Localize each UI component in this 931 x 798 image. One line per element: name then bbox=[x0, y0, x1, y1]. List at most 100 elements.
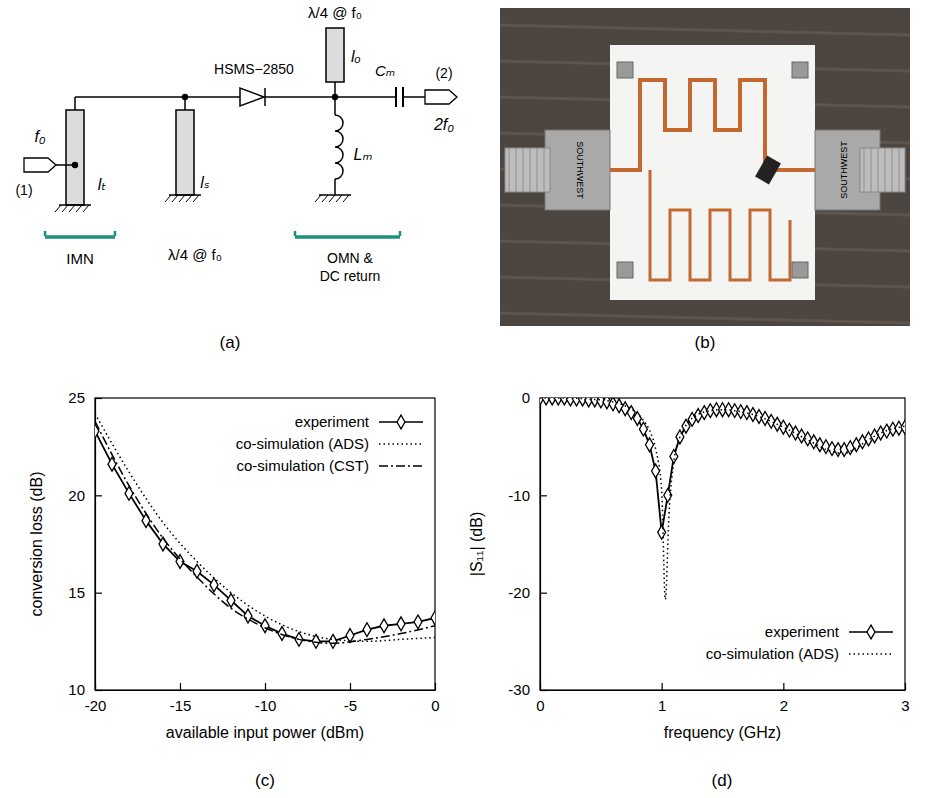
wood-grain bbox=[500, 313, 910, 323]
axis-line bbox=[540, 399, 541, 691]
chart: 0123-30-20-100frequency (GHz)|S₁₁| (dB)e… bbox=[468, 389, 910, 741]
port bbox=[425, 90, 457, 104]
x-axis-title: available input power (dBm) bbox=[166, 724, 364, 741]
axis-line bbox=[541, 690, 906, 691]
marker bbox=[652, 464, 660, 478]
tick-mark bbox=[95, 690, 102, 691]
marker bbox=[346, 629, 354, 643]
tick-label: -20 bbox=[508, 584, 530, 601]
tick-label: -15 bbox=[170, 697, 192, 714]
marker bbox=[901, 420, 905, 434]
legend-label: co-simulation (ADS) bbox=[236, 435, 369, 452]
ground-hatch bbox=[76, 205, 82, 212]
tick: 25 bbox=[68, 389, 102, 406]
thread bbox=[537, 148, 538, 192]
thread bbox=[509, 148, 510, 192]
y-axis: -30-20-100 bbox=[508, 389, 547, 698]
tick-mark bbox=[95, 398, 102, 399]
ground-hatch bbox=[343, 195, 349, 202]
marker bbox=[670, 449, 678, 463]
marker bbox=[142, 514, 150, 528]
ground-hatch bbox=[172, 195, 178, 202]
wire bbox=[334, 179, 336, 195]
series-line bbox=[540, 398, 905, 599]
label: 2f₀ bbox=[433, 116, 454, 133]
marker bbox=[125, 486, 133, 500]
x-axis: -20-15-10-50 bbox=[85, 683, 440, 714]
panel-letter: (c) bbox=[255, 771, 275, 790]
tick-label: 0 bbox=[536, 697, 544, 714]
inductor bbox=[335, 115, 343, 179]
bracket-end bbox=[44, 231, 47, 236]
ground-hatch bbox=[69, 205, 75, 212]
label: f₀ bbox=[34, 128, 45, 145]
connector-thread bbox=[860, 148, 905, 192]
stub-lt bbox=[66, 110, 84, 205]
thread bbox=[871, 148, 872, 192]
ground-hatch bbox=[62, 205, 68, 212]
bracket-end bbox=[399, 231, 402, 236]
thread bbox=[885, 148, 886, 192]
label: (2) bbox=[435, 65, 452, 81]
marker bbox=[646, 438, 654, 452]
marker bbox=[633, 412, 641, 426]
legend-swatch bbox=[379, 443, 423, 445]
series-line bbox=[95, 414, 435, 642]
thread bbox=[523, 148, 524, 192]
legend-marker bbox=[397, 415, 405, 429]
thread bbox=[544, 148, 545, 192]
tick-mark bbox=[435, 683, 436, 690]
photo: SOUTHWESTSOUTHWEST bbox=[500, 8, 910, 326]
tick-label: -10 bbox=[255, 697, 277, 714]
trace bbox=[650, 170, 790, 280]
tick-label: 25 bbox=[68, 389, 85, 406]
tick-mark bbox=[540, 690, 547, 691]
tick: -20 bbox=[508, 584, 547, 601]
legend: experimentco-simulation (ADS) bbox=[706, 623, 893, 662]
screw bbox=[792, 62, 808, 78]
tick-label: 3 bbox=[901, 697, 909, 714]
tick-label: -30 bbox=[508, 681, 530, 698]
marker bbox=[658, 525, 666, 539]
marker bbox=[414, 615, 422, 629]
y-axis-title: |S₁₁| (dB) bbox=[468, 512, 485, 576]
board bbox=[610, 45, 815, 300]
legend-label: experiment bbox=[765, 623, 840, 640]
tick-label: 15 bbox=[68, 584, 85, 601]
wood-grain bbox=[500, 25, 910, 35]
tick-label: 10 bbox=[68, 681, 85, 698]
diode bbox=[240, 88, 264, 106]
tick-label: -10 bbox=[508, 487, 530, 504]
axis-line bbox=[96, 690, 436, 691]
label: Lₘ bbox=[354, 146, 373, 163]
plot-frame bbox=[540, 398, 905, 690]
marker bbox=[329, 634, 337, 648]
wire bbox=[75, 96, 240, 98]
stub-ls bbox=[176, 110, 194, 195]
connector-label: SOUTHWEST bbox=[575, 141, 585, 199]
marker bbox=[397, 617, 405, 631]
tick-mark bbox=[95, 593, 102, 594]
tick-label: -5 bbox=[344, 697, 357, 714]
screw bbox=[617, 62, 633, 78]
panel-letter: (d) bbox=[712, 771, 733, 790]
tick-label: 2 bbox=[780, 697, 788, 714]
panel-letter: (a) bbox=[220, 333, 241, 352]
figure: (a)(b)(c)(d)f₀(1)lₜIMNlₛλ/4 @ f₀HSMS−285… bbox=[0, 0, 931, 798]
y-axis-title: conversion loss (dB) bbox=[28, 472, 45, 617]
tick-mark bbox=[350, 683, 351, 690]
diode-chip bbox=[755, 156, 781, 185]
plot-frame bbox=[95, 398, 435, 690]
junction bbox=[72, 162, 78, 168]
y-axis: 10152025 bbox=[68, 389, 102, 698]
tick: 2 bbox=[780, 683, 788, 714]
x-axis-title: frequency (GHz) bbox=[664, 724, 781, 741]
ground-hatch bbox=[83, 205, 89, 212]
label: DC return bbox=[320, 268, 381, 284]
port bbox=[24, 158, 56, 172]
ground-hatch bbox=[193, 195, 199, 202]
tick: 3 bbox=[901, 683, 909, 714]
screw bbox=[792, 262, 808, 278]
bracket bbox=[295, 235, 400, 239]
axis-line bbox=[95, 399, 96, 691]
